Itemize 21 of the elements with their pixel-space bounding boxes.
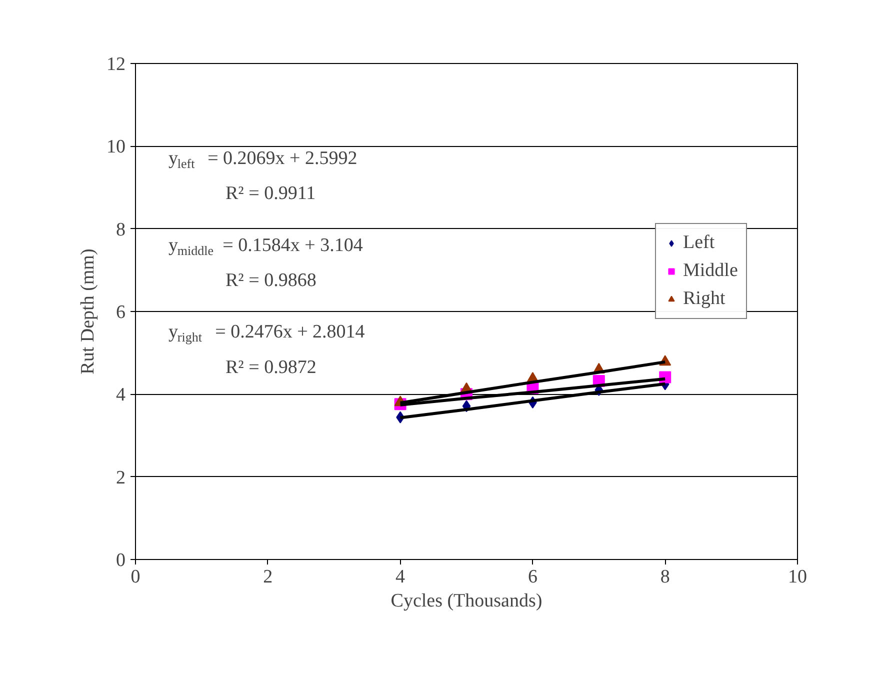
- y-tick-label: 10: [106, 136, 126, 158]
- y-tick-label: 12: [106, 54, 126, 75]
- x-tick-label: 2: [263, 566, 273, 588]
- legend-label: Right: [683, 288, 726, 310]
- x-tick-label: 10: [788, 566, 807, 588]
- x-tick-label: 6: [528, 566, 538, 588]
- y-tick-label: 4: [116, 384, 126, 406]
- legend-label: Middle: [683, 260, 738, 282]
- x-tick-label: 8: [660, 566, 670, 588]
- x-tick-label: 0: [130, 566, 140, 588]
- y-tick-label: 0: [116, 550, 126, 571]
- x-tick-label: 4: [396, 566, 406, 588]
- y-tick-label: 2: [116, 467, 126, 488]
- annotation: R² = 0.9872: [226, 356, 316, 378]
- annotation: R² = 0.9868: [226, 270, 316, 291]
- legend-label: Left: [683, 232, 715, 254]
- y-tick-label: 8: [116, 219, 126, 240]
- y-axis-title: Rut Depth (mm): [78, 248, 98, 374]
- x-axis-title: Cycles (Thousands): [390, 590, 542, 612]
- annotation: R² = 0.9911: [226, 183, 316, 204]
- y-tick-label: 6: [116, 302, 126, 323]
